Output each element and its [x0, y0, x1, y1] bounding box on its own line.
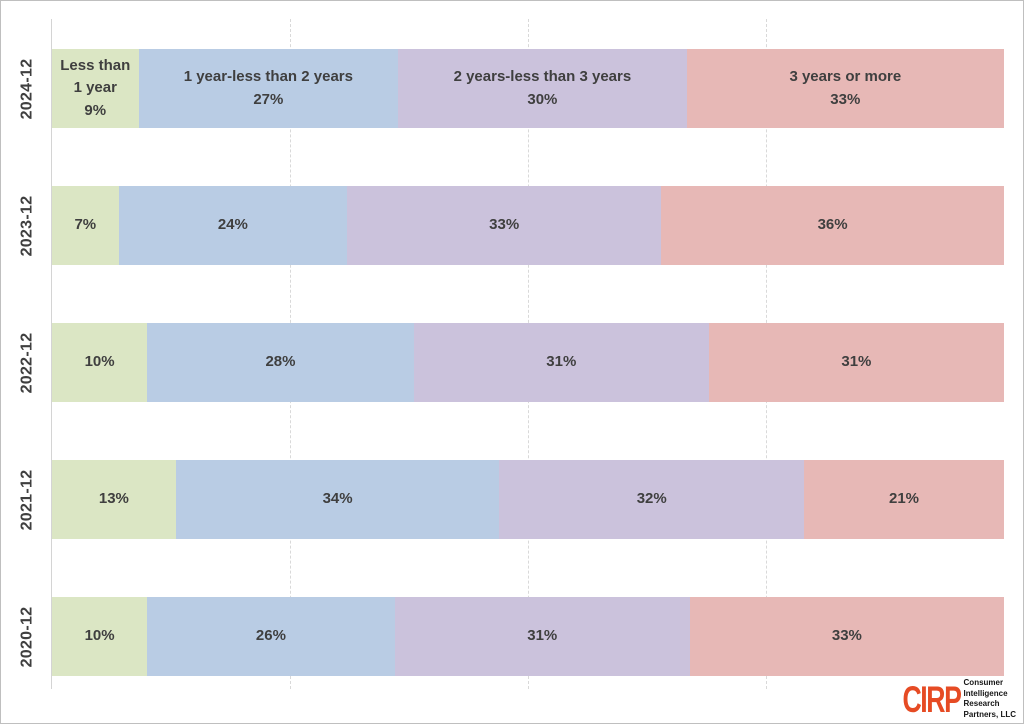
- segment-value-label: 34%: [322, 490, 353, 508]
- y-axis-label: 2021-12: [2, 460, 52, 539]
- bar-row-2022-12: 2022-12 10% 28% 31% 31%: [18, 323, 1004, 402]
- y-axis-label-text: 2022-12: [18, 332, 36, 393]
- bar-segment: Less than 1 year 9%: [52, 49, 139, 128]
- plot-area: 2024-12 Less than 1 year 9% 1 year-less tha…: [18, 19, 1004, 689]
- bar-segment: 31%: [394, 597, 690, 676]
- y-axis-label-text: 2021-12: [18, 469, 36, 530]
- segment-value-label: 9%: [84, 101, 107, 119]
- y-axis-label: 2024-12: [2, 49, 52, 128]
- bar-segment: 28%: [147, 323, 414, 402]
- bar-segment: 24%: [118, 186, 348, 265]
- cirp-logo-caption-line: Intelligence: [963, 688, 1008, 698]
- segment-value-label: 31%: [841, 353, 872, 371]
- bar-segment: 33%: [347, 186, 662, 265]
- y-axis-label: 2022-12: [2, 323, 52, 402]
- y-axis-label-text: 2023-12: [18, 195, 36, 256]
- segment-series-label: 3 years or more: [789, 68, 902, 85]
- bar-segment: 21%: [804, 460, 1004, 539]
- bar-segment: 36%: [661, 186, 1004, 265]
- cirp-logo: CIRP Consumer Intelligence Research Part…: [880, 678, 1016, 720]
- segment-value-label: 33%: [489, 216, 520, 234]
- cirp-logo-caption: Consumer Intelligence Research Partners,…: [964, 678, 1016, 720]
- segment-value-label: 31%: [527, 627, 558, 645]
- segment-value-label: 26%: [255, 627, 286, 645]
- segment-value-label: 33%: [830, 90, 861, 108]
- y-axis-label: 2023-12: [2, 186, 52, 265]
- segment-value-label: 32%: [636, 490, 667, 508]
- bar-segment: 1 year-less than 2 years 27%: [138, 49, 399, 128]
- bar-segment: 31%: [413, 323, 709, 402]
- cirp-logo-text: CIRP: [902, 678, 962, 720]
- segment-value-label: 31%: [546, 353, 577, 371]
- segment-value-label: 33%: [831, 627, 862, 645]
- bar-segment: 13%: [52, 460, 176, 539]
- bar-segment: 10%: [52, 597, 148, 676]
- cirp-logo-caption-line: Research: [963, 699, 1000, 709]
- segment-value-label: 28%: [265, 353, 296, 371]
- y-axis-label-text: 2020-12: [18, 606, 36, 667]
- cirp-logo-caption-line: Partners, LLC: [963, 709, 1016, 719]
- segment-value-label: 30%: [527, 90, 558, 108]
- segment-value-label: 21%: [888, 490, 920, 508]
- y-axis-label-text: 2024-12: [18, 58, 36, 119]
- bar-row-2021-12: 2021-12 13% 34% 32% 21%: [18, 460, 1004, 539]
- bar-segment: 32%: [499, 460, 805, 539]
- segment-value-label: 24%: [217, 216, 248, 234]
- bar-segment: 33%: [689, 597, 1004, 676]
- bar-segment: 31%: [708, 323, 1004, 402]
- bar-row-2023-12: 2023-12 7% 24% 33% 36%: [18, 186, 1004, 265]
- segment-value-label: 10%: [84, 627, 115, 645]
- segment-value-label: 27%: [253, 90, 284, 108]
- bar-row-2024-12: 2024-12 Less than 1 year 9% 1 year-less tha…: [18, 49, 1004, 128]
- bar-segment: 3 years or more 33%: [686, 49, 1004, 128]
- bar-row-2020-12: 2020-12 10% 26% 31% 33%: [18, 597, 1004, 676]
- bar-segment: 26%: [147, 597, 395, 676]
- segment-series-label: Less than 1 year: [60, 56, 131, 97]
- segment-value-label: 7%: [74, 216, 97, 234]
- segment-series-label: 1 year-less than 2 years: [183, 68, 353, 85]
- bar-segment: 2 years-less than 3 years 30%: [398, 49, 687, 128]
- bar-segment: 10%: [52, 323, 148, 402]
- bar-segment: 7%: [52, 186, 119, 265]
- segment-value-label: 36%: [817, 216, 848, 234]
- segment-value-label: 13%: [98, 490, 129, 508]
- segment-series-label: 2 years-less than 3 years: [453, 68, 632, 85]
- y-axis-label: 2020-12: [2, 597, 52, 676]
- cirp-logo-caption-line: Consumer: [963, 678, 1004, 688]
- segment-value-label: 10%: [84, 353, 115, 371]
- bar-segment: 34%: [175, 460, 500, 539]
